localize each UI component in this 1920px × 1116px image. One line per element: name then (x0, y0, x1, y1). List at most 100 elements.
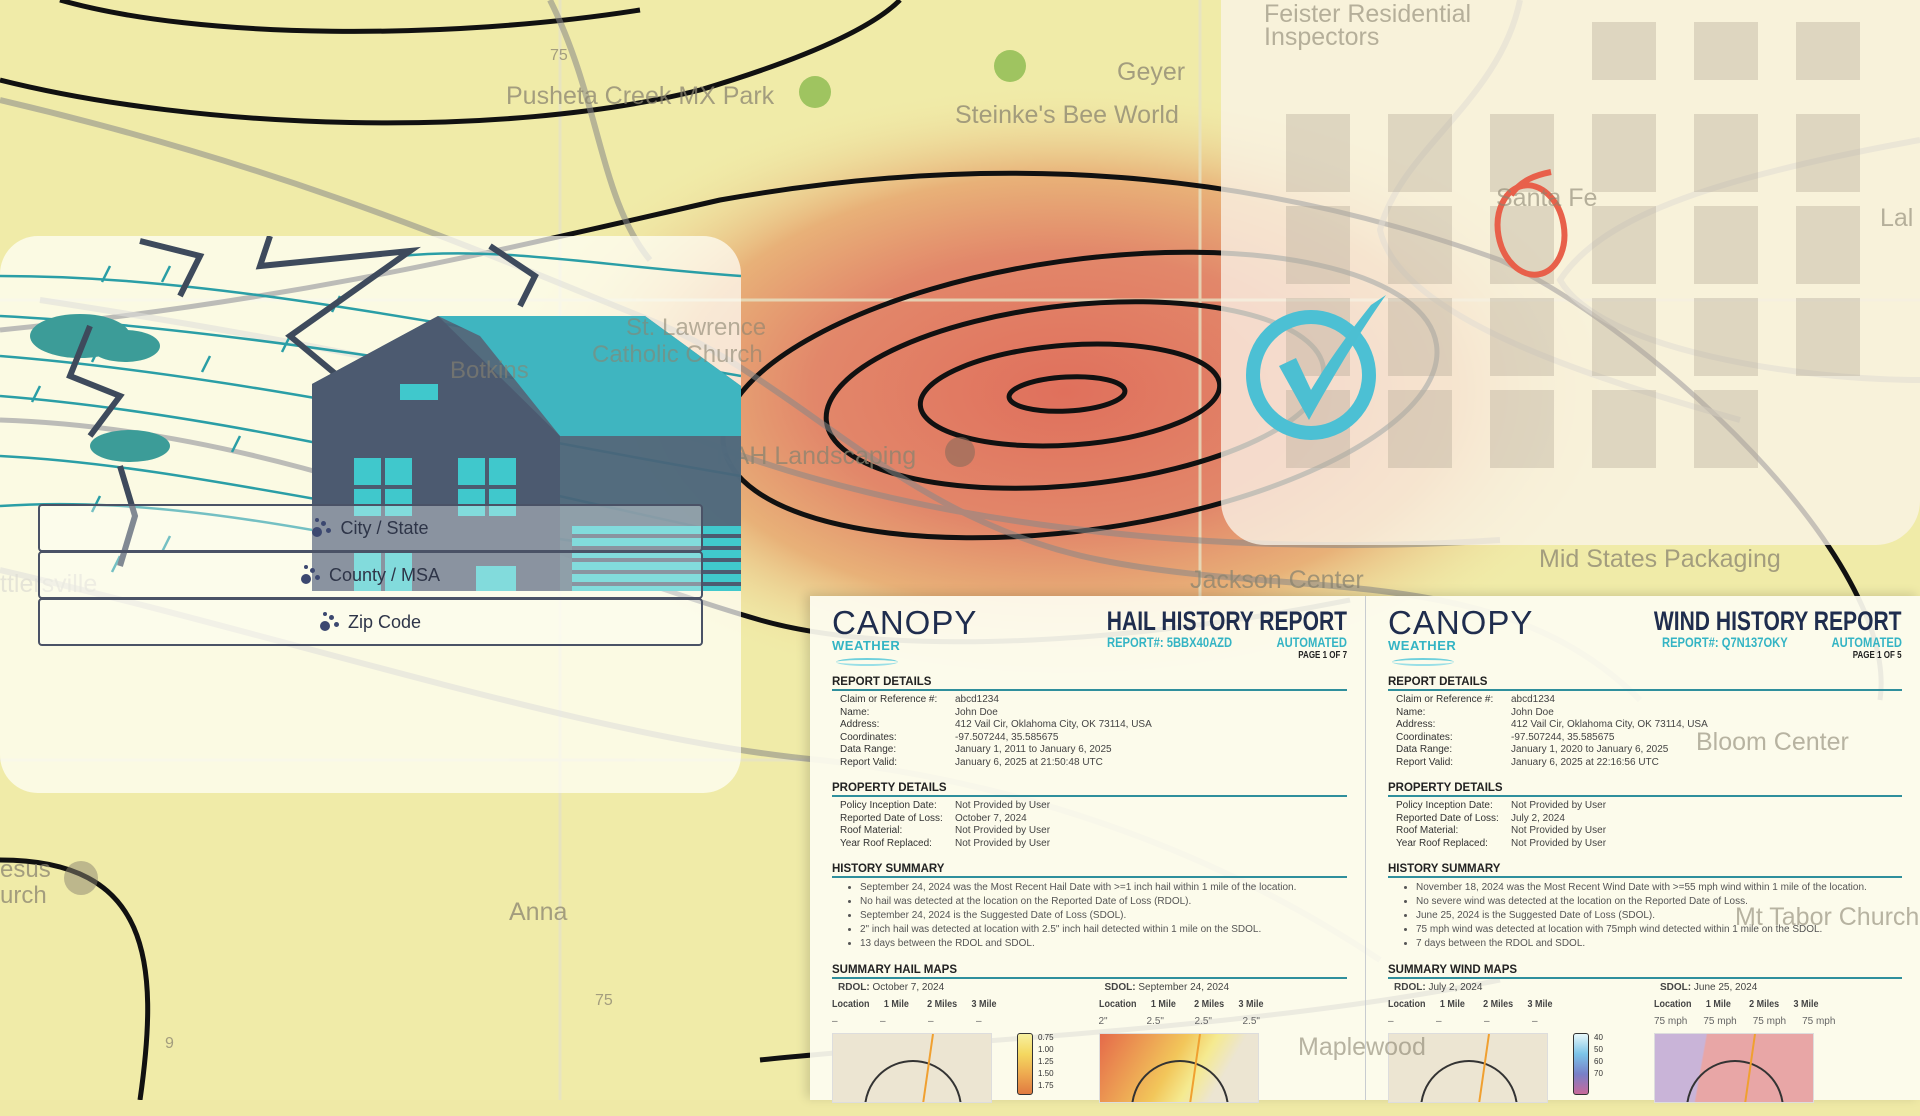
distance-value: 2.5" (1242, 1016, 1260, 1027)
rdol-map-thumbnail[interactable] (832, 1033, 992, 1103)
route-shield: 75 (550, 47, 568, 64)
route-shield: 9 (165, 1035, 174, 1052)
route-shield: 75 (595, 992, 613, 1009)
report-subtitle: REPORT#: Q7N137OKY AUTOMATED (1662, 634, 1902, 650)
map-label: urch (0, 882, 47, 909)
detail-value: -97.507244, 35.585675 (1511, 731, 1615, 743)
shop-pin-icon[interactable] (994, 50, 1026, 82)
distance-values: – – – – (1388, 1016, 1636, 1027)
detail-row: Report Valid: January 6, 2025 at 21:50:48… (832, 757, 1347, 770)
detail-row: Claim or Reference #: abcd1234 (1388, 694, 1902, 707)
rdol-map-column: RDOL: July 2, 2024 Location 1 Mile 2 Miles 3… (1388, 982, 1636, 1103)
legend-value: 1.00 (1038, 1045, 1054, 1054)
detail-value: abcd1234 (1511, 694, 1555, 705)
report-details-heading: REPORT DETAILS (1388, 676, 1902, 691)
map-label: KAH Landscaping (716, 442, 916, 470)
distance-header: Location (1388, 999, 1426, 1010)
sdol-label: SDOL: (1660, 982, 1692, 993)
business-pin-icon[interactable] (945, 437, 975, 467)
park-pin-icon[interactable] (799, 76, 831, 108)
property-details-heading: PROPERTY DETAILS (1388, 782, 1902, 797)
grid-square (1796, 114, 1860, 192)
detail-label: Coordinates: (840, 731, 897, 743)
detail-value: John Doe (1511, 706, 1554, 718)
detail-value: January 6, 2025 at 21:50:48 UTC (955, 756, 1103, 768)
distance-header: 3 Mile (971, 999, 997, 1010)
summary-maps: RDOL: October 7, 2024 Location 1 Mile 2 Mil… (832, 982, 1347, 1103)
hail-report[interactable]: CANOPY WEATHER HAIL HISTORY REPORT REPORT#:… (810, 596, 1365, 1103)
date-line: SDOL: June 25, 2024 (1654, 982, 1902, 993)
distance-value: 75 mph (1703, 1016, 1737, 1027)
route-shields: 75 75 9 (165, 47, 613, 1052)
detail-row: Reported Date of Loss: October 7, 2024 (832, 813, 1347, 826)
detail-row: Year Roof Replaced: Not Provided by User (832, 838, 1347, 851)
distance-value: – (1532, 1016, 1538, 1027)
detail-row: Coordinates: -97.507244, 35.585675 (832, 732, 1347, 745)
logo-subtext: WEATHER (832, 638, 901, 653)
distance-value: – (832, 1016, 838, 1027)
search-by-city-state-button[interactable]: City / State (38, 504, 703, 552)
detail-label: Reported Date of Loss: (1396, 812, 1499, 824)
distance-headers: Location 1 Mile 2 Miles 3 Mile (832, 999, 1056, 1010)
logo-subtext: WEATHER (1388, 638, 1457, 653)
distance-header: 3 Mile (1527, 999, 1553, 1010)
distance-value: 2.5" (1146, 1016, 1164, 1027)
history-item: 7 days between the RDOL and SDOL. (1416, 937, 1902, 951)
distance-header: Location (1654, 999, 1692, 1010)
history-summary-heading: HISTORY SUMMARY (1388, 863, 1902, 878)
detail-row: Roof Material: Not Provided by User (1388, 825, 1902, 838)
grid-square (1388, 298, 1452, 376)
distance-header: 2 Miles (1193, 999, 1224, 1010)
distance-values: 75 mph 75 mph 75 mph 75 mph (1654, 1016, 1902, 1027)
wave-icon (1392, 658, 1454, 666)
report-number: REPORT#: 5BBX40AZD (1107, 634, 1233, 650)
legend-labels: 0.75 1.00 1.25 1.50 1.75 (1038, 1032, 1054, 1092)
report-title: WIND HISTORY REPORT (1654, 606, 1902, 636)
wind-report[interactable]: CANOPY WEATHER WIND HISTORY REPORT REPORT#:… (1365, 596, 1920, 1103)
detail-row: Policy Inception Date: Not Provided by Us… (1388, 800, 1902, 813)
legend-value: 1.75 (1038, 1081, 1054, 1090)
grid-square (1592, 390, 1656, 468)
sdol-map-thumbnail[interactable] (1654, 1033, 1814, 1103)
logo-text: CANOPY (1388, 604, 1534, 641)
detail-value: 412 Vail Cir, Oklahoma City, OK 73114, U… (955, 719, 1152, 730)
search-button-label: Zip Code (347, 611, 422, 632)
distance-headers: Location 1 Mile 2 Miles 3 Mile (1388, 999, 1611, 1010)
grid-square (1694, 206, 1758, 284)
rdol-map-thumbnail[interactable] (1388, 1033, 1548, 1103)
detail-row: Report Valid: January 6, 2025 at 22:16:56… (1388, 757, 1902, 770)
grid-square (1286, 206, 1350, 284)
detail-label: Name: (1396, 706, 1426, 718)
detail-label: Year Roof Replaced: (1396, 837, 1488, 849)
red-circle-mark-icon (1494, 169, 1568, 278)
church-pin-icon[interactable] (64, 861, 98, 895)
detail-label: Coordinates: (1396, 731, 1453, 743)
detail-row: Data Range: January 1, 2011 to January 6,… (832, 744, 1347, 757)
search-by-county-msa-button[interactable]: County / MSA (38, 551, 703, 599)
report-mode: AUTOMATED (1276, 634, 1347, 650)
sdol-map-thumbnail[interactable] (1098, 1033, 1259, 1103)
rdol-label: RDOL: (838, 982, 870, 993)
detail-label: Data Range: (840, 744, 897, 755)
distance-headers: Location 1 Mile 2 Miles 3 Mile (1654, 999, 1877, 1010)
distance-header: 3 Mile (1238, 999, 1264, 1010)
detail-row: Reported Date of Loss: July 2, 2024 (1388, 813, 1902, 826)
search-by-zip-code-button[interactable]: Zip Code (38, 598, 703, 646)
detail-row: Year Roof Replaced: Not Provided by User (1388, 838, 1902, 851)
hail-icon (312, 518, 334, 538)
distance-value: 75 mph (1802, 1016, 1836, 1027)
hail-icon (300, 565, 323, 585)
detail-value: Not Provided by User (955, 825, 1051, 836)
radius-circle (1686, 1034, 1784, 1102)
grid-square (1592, 22, 1656, 80)
detail-row: Roof Material: Not Provided by User (832, 825, 1347, 838)
detail-value: abcd1234 (955, 694, 999, 705)
radius-circle (1131, 1034, 1228, 1102)
distance-value: – (928, 1016, 934, 1027)
legend-value: 50 (1594, 1045, 1603, 1054)
history-item: No severe wind was detected at the locat… (1416, 895, 1902, 909)
legend-value: 40 (1594, 1033, 1603, 1042)
canopy-weather-logo: CANOPY WEATHER (1388, 604, 1534, 671)
rdol-label: RDOL: (1394, 982, 1426, 993)
distance-header: 2 Miles (1749, 999, 1780, 1010)
